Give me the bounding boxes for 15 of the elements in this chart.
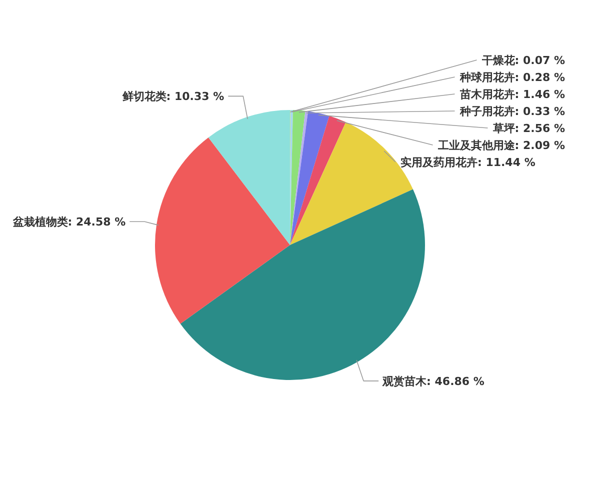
slice-label: 观赏苗木: 46.86 %: [382, 374, 484, 388]
slice-label: 种球用花卉: 0.28 %: [458, 71, 565, 84]
slice-label: 盆栽植物类: 24.58 %: [12, 216, 126, 229]
slice-label: 鲜切花类: 10.33 %: [121, 90, 224, 104]
slice-label: 苗木用花卉: 1.46 %: [458, 88, 565, 101]
slice-label: 实用及药用花卉: 11.44 %: [400, 156, 536, 169]
pie-slice: [290, 110, 306, 245]
slice-label: 工业及其他用途: 2.09 %: [436, 139, 565, 152]
slice-label: 种子用花卉: 0.33 %: [458, 105, 565, 118]
slice-label: 草坪: 2.56 %: [492, 122, 565, 135]
pie-slice: [290, 116, 346, 245]
pie-slice: [155, 137, 290, 324]
pie-slice: [208, 110, 290, 245]
slice-label: 干燥花: 0.07 %: [480, 54, 565, 67]
pie-slice: [290, 111, 330, 245]
